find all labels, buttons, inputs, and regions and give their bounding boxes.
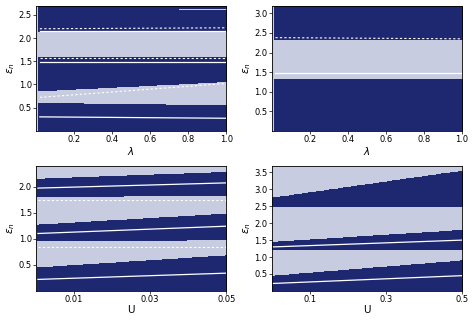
X-axis label: $\lambda$: $\lambda$ (363, 145, 371, 157)
X-axis label: U: U (128, 306, 135, 316)
Y-axis label: $\epsilon_n$: $\epsilon_n$ (241, 62, 253, 74)
Y-axis label: $\epsilon_n$: $\epsilon_n$ (6, 222, 18, 234)
X-axis label: $\lambda$: $\lambda$ (128, 145, 135, 157)
Y-axis label: $\epsilon_n$: $\epsilon_n$ (241, 222, 253, 234)
X-axis label: U: U (363, 306, 371, 316)
Y-axis label: $\epsilon_n$: $\epsilon_n$ (6, 62, 18, 74)
